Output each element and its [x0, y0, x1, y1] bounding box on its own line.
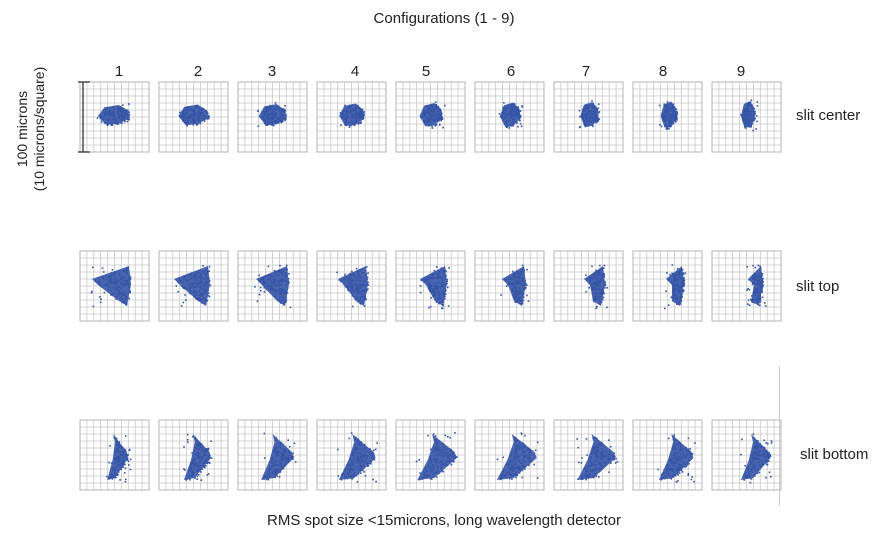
config-number-4: 4 — [350, 63, 360, 80]
spot-pattern — [336, 266, 370, 308]
spot-cell-slit-bottom-6 — [474, 419, 545, 491]
config-number-3: 3 — [267, 63, 277, 80]
row-label-slit-bottom: slit bottom — [800, 446, 869, 463]
spot-cell-slit-bottom-1 — [79, 419, 150, 491]
row-label-slit-top: slit top — [796, 278, 840, 295]
spot-pattern — [664, 264, 686, 310]
spot-cell-slit-center-8 — [632, 81, 703, 153]
config-number-6: 6 — [506, 63, 516, 80]
spot-cell-slit-bottom-8 — [632, 419, 703, 491]
spot-pattern — [584, 264, 609, 309]
spot-pattern — [496, 432, 539, 481]
spot-pattern — [419, 266, 450, 310]
spot-cell-slit-top-9 — [711, 250, 782, 322]
spot-pattern — [746, 264, 767, 307]
spot-pattern — [419, 101, 446, 129]
spot-cell-slit-center-2 — [158, 81, 229, 153]
spot-pattern — [178, 104, 210, 127]
figure-caption: RMS spot size <15microns, long wavelengt… — [267, 512, 621, 529]
spot-pattern — [339, 103, 365, 129]
row-label-slit-center: slit center — [796, 107, 861, 124]
spot-pattern — [90, 266, 132, 308]
scale-bar — [78, 81, 90, 153]
spot-pattern — [257, 102, 287, 127]
spot-cell-slit-bottom-7 — [553, 419, 624, 491]
spot-pattern — [500, 264, 530, 306]
spot-pattern — [106, 434, 132, 483]
spot-pattern — [337, 432, 378, 483]
config-number-2: 2 — [193, 63, 203, 80]
spot-cell-slit-top-2 — [158, 250, 229, 322]
spot-pattern — [740, 433, 773, 484]
spot-pattern — [183, 433, 213, 481]
spot-pattern — [657, 434, 696, 483]
spot-cell-slit-top-8 — [632, 250, 703, 322]
spot-cell-slit-bottom-3 — [237, 419, 308, 491]
figure-title: Configurations (1 - 9) — [373, 10, 515, 27]
spot-pattern — [498, 102, 523, 129]
spot-cell-slit-center-6 — [474, 81, 545, 153]
spot-cell-slit-bottom-5 — [395, 419, 466, 491]
spot-cell-slit-center-1 — [79, 81, 150, 153]
spot-cell-slit-top-4 — [316, 250, 387, 322]
spot-cell-slit-top-7 — [553, 250, 624, 322]
spot-pattern — [254, 264, 292, 309]
spot-cell-slit-top-3 — [237, 250, 308, 322]
spot-cell-slit-center-4 — [316, 81, 387, 153]
config-number-7: 7 — [581, 63, 591, 80]
divider-line — [779, 366, 780, 506]
config-number-9: 9 — [736, 63, 746, 80]
spot-pattern — [740, 99, 759, 132]
spot-pattern — [174, 265, 212, 307]
config-number-8: 8 — [658, 63, 668, 80]
spot-cell-slit-center-5 — [395, 81, 466, 153]
spot-cell-slit-bottom-2 — [158, 419, 229, 491]
spot-pattern — [578, 100, 601, 129]
spot-pattern — [96, 103, 131, 126]
spot-cell-slit-center-7 — [553, 81, 624, 153]
spot-pattern — [576, 434, 619, 481]
spot-pattern — [415, 432, 458, 481]
config-number-5: 5 — [421, 63, 431, 80]
spot-cell-slit-bottom-9 — [711, 419, 782, 491]
spot-cell-slit-bottom-4 — [316, 419, 387, 491]
spot-cell-slit-top-5 — [395, 250, 466, 322]
spot-cell-slit-top-6 — [474, 250, 545, 322]
spot-cell-slit-center-9 — [711, 81, 782, 153]
spot-pattern — [261, 432, 297, 481]
spot-pattern — [658, 101, 678, 130]
config-number-1: 1 — [114, 63, 124, 80]
spot-cell-slit-center-3 — [237, 81, 308, 153]
spot-cell-slit-top-1 — [79, 250, 150, 322]
